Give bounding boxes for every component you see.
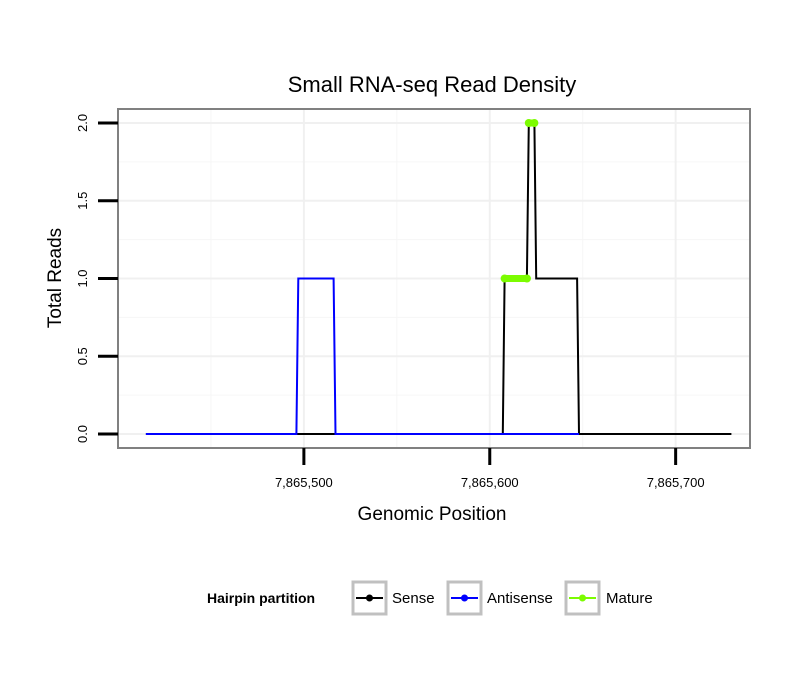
- y-tick-label: 0.0: [75, 425, 90, 443]
- x-tick-label: 7,865,700: [647, 475, 705, 490]
- legend-title: Hairpin partition: [207, 590, 315, 606]
- legend-label-antisense: Antisense: [487, 590, 553, 607]
- legend-point-antisense: [461, 594, 468, 602]
- y-axis-title: Total Reads: [45, 228, 66, 328]
- y-tick-label: 0.5: [75, 347, 90, 365]
- grid: [118, 109, 750, 448]
- x-tick-label: 7,865,600: [461, 475, 519, 490]
- legend-label-mature: Mature: [606, 590, 653, 607]
- x-tick-label: 7,865,500: [275, 475, 333, 490]
- legend-label-sense: Sense: [392, 590, 435, 607]
- legend-item-antisense: Antisense: [446, 580, 553, 616]
- series-layer: [145, 118, 732, 435]
- axes: 0.0 0.5 1.0 1.5 2.0 7,865,500 7,865,600 7,865,7…: [75, 114, 705, 490]
- legend: Hairpin partition Sense Antisense Mature: [207, 580, 653, 616]
- series-mature-point: [500, 274, 509, 283]
- legend-point-mature: [579, 594, 586, 602]
- series-mature-point: [530, 118, 539, 127]
- legend-item-mature: Mature: [564, 580, 653, 616]
- series-line-antisense: [145, 277, 579, 435]
- y-tick-label: 1.5: [75, 192, 90, 210]
- series-mature-point: [522, 274, 531, 283]
- legend-point-sense: [366, 594, 373, 602]
- chart-title: Small RNA-seq Read Density: [288, 72, 577, 97]
- y-tick-label: 2.0: [75, 114, 90, 132]
- series-mature-point: [524, 118, 533, 127]
- legend-item-sense: Sense: [351, 580, 435, 616]
- y-tick-label: 1.0: [75, 269, 90, 287]
- x-axis-title: Genomic Position: [358, 504, 507, 525]
